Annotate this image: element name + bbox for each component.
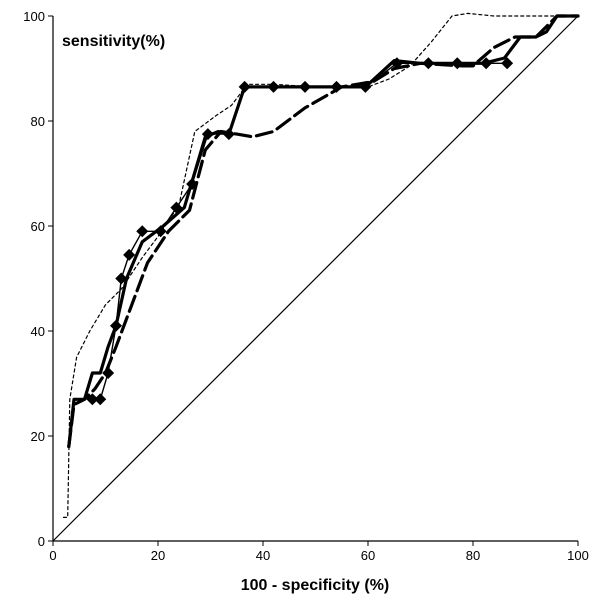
x-axis-ticks: 0 20 40 60 80 100	[49, 541, 589, 563]
data-point-diamond	[136, 225, 149, 238]
x-tick-label: 100	[567, 548, 589, 563]
data-point-diamond	[123, 248, 136, 261]
x-tick-label: 0	[49, 548, 56, 563]
data-point-diamond	[501, 57, 514, 70]
x-tick-label: 40	[256, 548, 270, 563]
x-axis-title: 100 - specificity (%)	[241, 577, 390, 594]
series-line-thick-dashed	[67, 14, 580, 449]
series-line-reference-diagonal	[52, 15, 579, 542]
series-layer	[52, 12, 580, 542]
y-tick-label: 80	[31, 114, 45, 129]
x-tick-label: 80	[466, 548, 480, 563]
x-tick-label: 20	[151, 548, 165, 563]
data-point-diamond	[94, 393, 107, 406]
y-axis-title: sensitivity(%)	[62, 33, 165, 50]
series-line-thin-dotted	[62, 12, 579, 519]
y-tick-label: 20	[31, 429, 45, 444]
y-tick-label: 40	[31, 324, 45, 339]
y-tick-label: 60	[31, 219, 45, 234]
y-tick-label: 0	[38, 534, 45, 549]
x-tick-label: 60	[361, 548, 375, 563]
y-axis-ticks: 0 20 40 60 80 100	[23, 9, 53, 549]
plot-area: 0 20 40 60 80 100 0 20 40 60 80 100	[23, 9, 589, 563]
series-line-thick-solid	[67, 14, 580, 449]
y-tick-label: 100	[23, 9, 45, 24]
